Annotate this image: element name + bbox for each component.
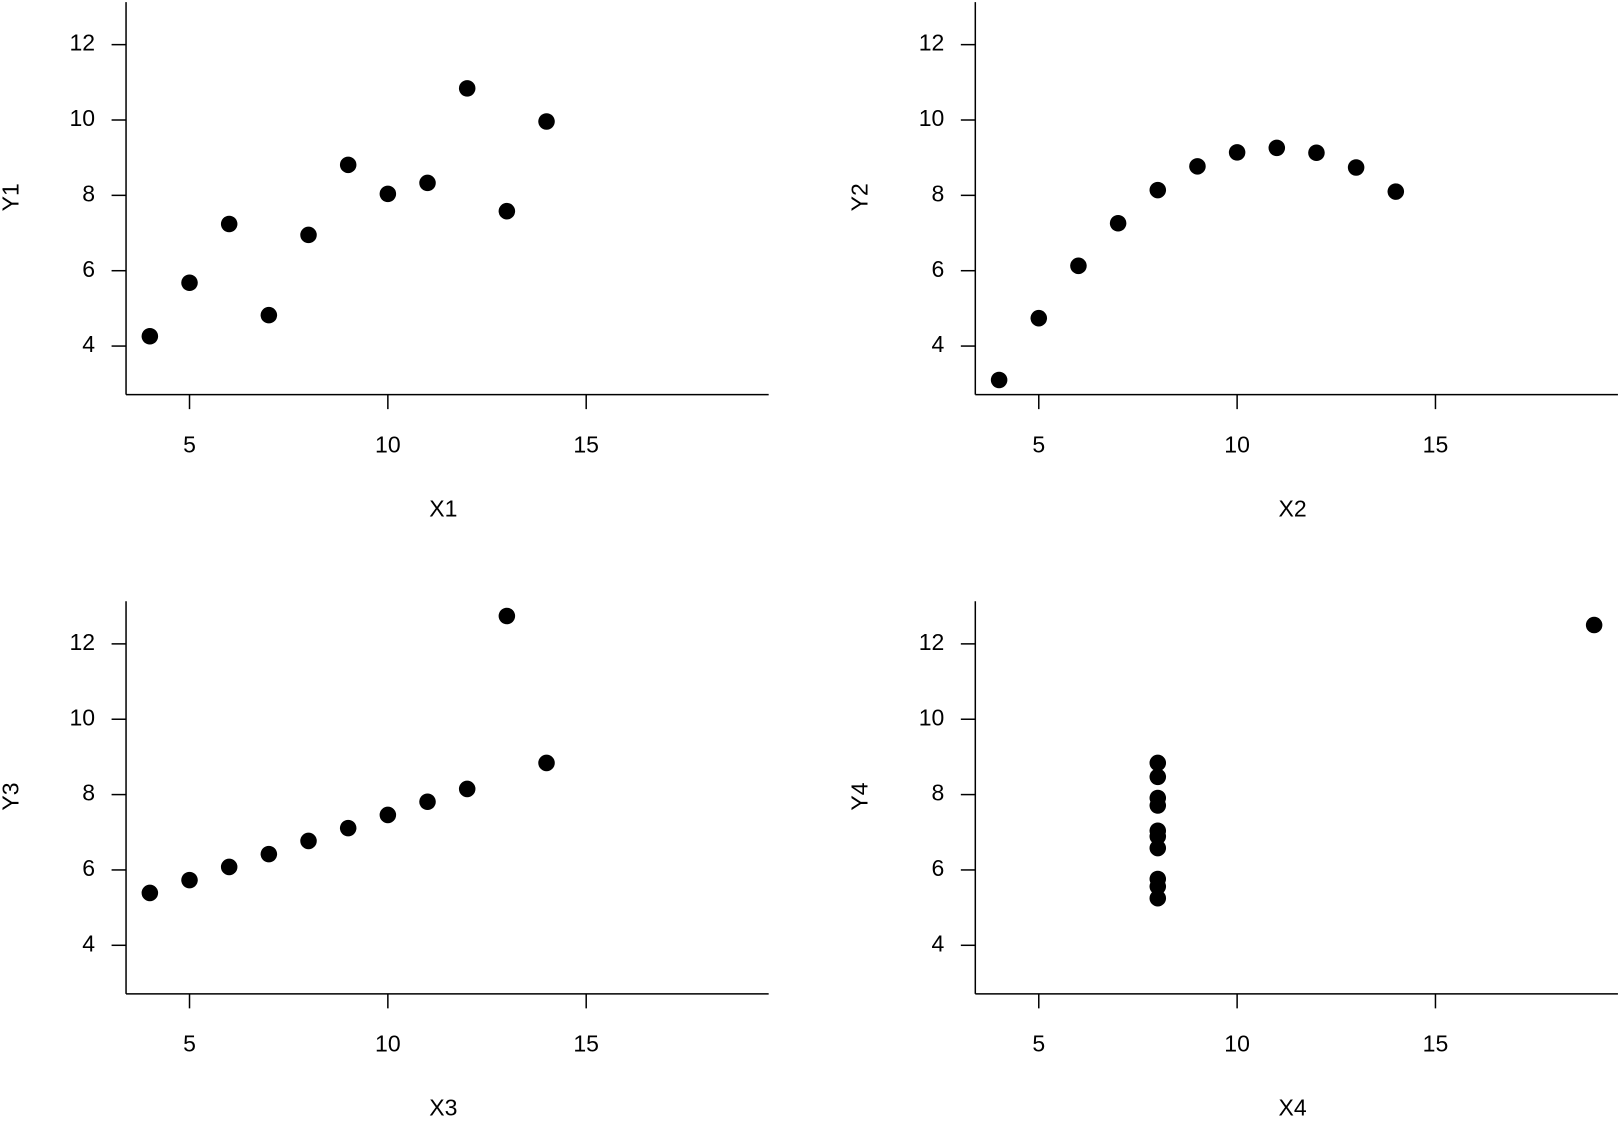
point [339,819,357,837]
point [220,215,238,233]
y-axis-title: Y3 [0,782,23,810]
x-tick-label: 15 [1423,431,1449,457]
x-axis-title: X1 [429,495,457,521]
y-axis-title: Y1 [0,183,23,211]
y-tick-label: 12 [69,30,95,56]
y-tick-label: 6 [82,855,95,881]
point [220,858,238,876]
point [339,156,357,174]
y-axis-title: Y2 [847,183,873,211]
point [538,113,555,130]
y-tick-label: 10 [919,105,945,131]
x-tick-label: 15 [573,1031,599,1057]
point [1189,158,1206,175]
x-axis-title: X2 [1279,495,1307,521]
y-tick-label: 6 [932,855,945,881]
point [419,174,436,192]
point [1585,616,1603,634]
y-tick-label: 4 [932,331,945,357]
x-tick-label: 10 [375,1031,401,1057]
point [1149,768,1167,786]
point [1149,889,1167,907]
x-tick-label: 10 [1224,1031,1250,1057]
point [1070,257,1087,275]
point [498,202,516,220]
y-tick-label: 10 [919,704,945,730]
x-axis-title: X3 [429,1095,457,1121]
point [498,607,516,625]
y-tick-label: 6 [82,256,95,282]
point [379,185,397,203]
y-tick-label: 8 [82,180,95,206]
x-axis-title: X4 [1279,1095,1307,1121]
y-tick-label: 12 [919,30,945,56]
point [141,884,159,902]
y-tick-label: 4 [82,331,95,357]
point [1347,159,1365,176]
panel: 5 10 15 4 6 8 10 12 X4 Y4 [847,601,1618,1121]
point [1109,214,1127,232]
point [1030,309,1048,327]
y-tick-label: 12 [69,629,95,655]
x-tick-label: 5 [183,1031,196,1057]
point [1228,144,1246,161]
point [300,226,317,244]
point [1149,754,1167,772]
panel: 5 10 15 4 6 8 10 12 X1 Y1 [0,2,769,521]
point [1308,144,1325,162]
point [260,845,278,863]
x-tick-label: 10 [1224,431,1250,457]
point [1149,789,1167,807]
point [990,371,1008,389]
point [1149,839,1167,857]
y-tick-label: 8 [932,780,945,806]
x-tick-label: 5 [183,431,196,457]
y-tick-label: 4 [932,930,945,956]
point [458,80,476,97]
y-tick-label: 8 [932,180,945,206]
y-tick-label: 10 [69,105,95,131]
point [458,780,476,798]
x-tick-label: 5 [1032,431,1045,457]
point [1387,183,1405,200]
point [260,306,278,324]
x-tick-label: 15 [1423,1031,1449,1057]
y-tick-label: 6 [932,256,945,282]
point [538,754,555,772]
y-tick-label: 10 [69,704,95,730]
point [300,832,317,850]
point [1149,828,1167,845]
panel: 5 10 15 4 6 8 10 12 X2 Y2 [847,2,1618,521]
y-tick-label: 4 [82,930,95,956]
x-tick-label: 5 [1032,1031,1045,1057]
point [379,806,397,824]
y-tick-label: 12 [919,629,945,655]
y-tick-label: 8 [82,780,95,806]
x-tick-label: 10 [375,431,401,457]
point [1268,139,1286,157]
point [1149,878,1167,895]
point [1149,181,1167,199]
x-tick-label: 15 [573,431,599,457]
panel: 5 10 15 4 6 8 10 12 X3 Y3 [0,601,769,1121]
point [141,328,159,345]
point [181,274,198,292]
point [181,871,198,889]
y-axis-title: Y4 [847,782,873,810]
point [419,793,436,811]
